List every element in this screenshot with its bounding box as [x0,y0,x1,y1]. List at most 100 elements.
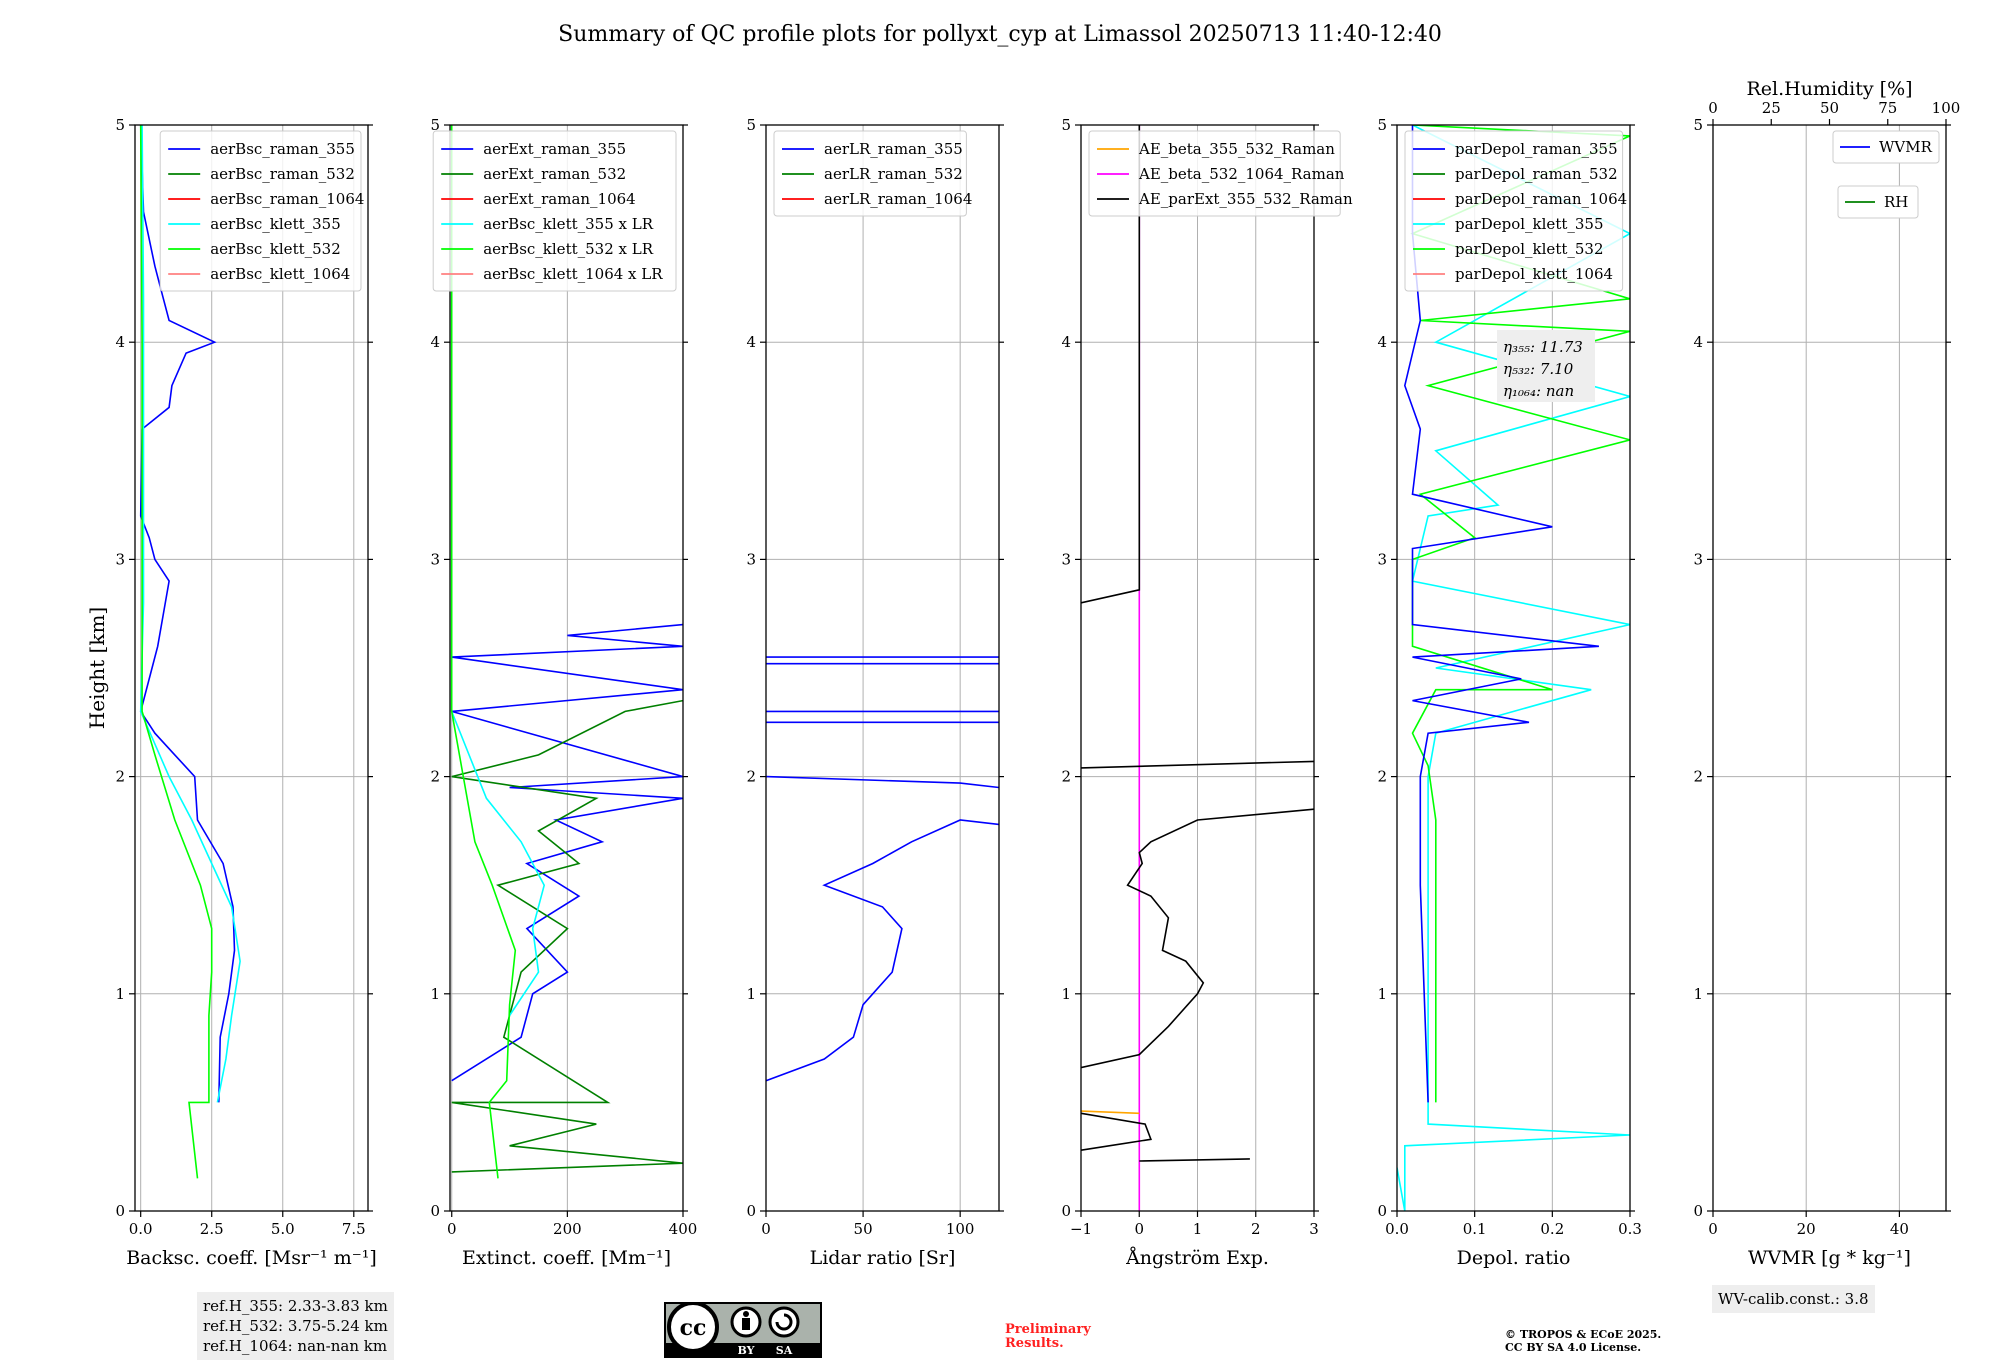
copyright-note: © TROPOS & ECoE 2025. CC BY SA 4.0 Licen… [1505,1328,1661,1354]
y-tick-label: 3 [1061,550,1071,568]
x-axis-label: Ångström Exp. [1125,1247,1269,1269]
legend-entry: parDepol_klett_532 [1455,240,1604,258]
y-tick-label: 5 [1377,116,1387,134]
series-parDepol_klett_532 [1410,125,1630,1103]
preliminary-line-1: Preliminary [1005,1322,1091,1337]
legend-entry: aerBsc_raman_532 [210,165,355,183]
x-axis-label: Backsc. coeff. [Msr⁻¹ m⁻¹] [126,1247,377,1269]
x-tick-label: 1 [1193,1220,1203,1238]
y-tick-label: 5 [115,116,125,134]
top-x-axis-label: Rel.Humidity [%] [1746,78,1912,100]
y-tick-label: 4 [1693,333,1703,351]
series-aerBsc_klett_532 x LR [450,125,517,1179]
copyright-line-2: CC BY SA 4.0 License. [1505,1341,1642,1354]
series-AE_beta_355_532_Raman [1081,1110,1140,1115]
legend-frame [159,130,362,292]
plot-frame [134,124,369,1212]
y-tick-label: 1 [1693,985,1703,1003]
y-tick-label: 1 [746,985,756,1003]
y-tick-label: 2 [1061,768,1071,786]
eta-annotation: η₃₅₅: 11.73 η₅₃₂: 7.10 η₁₀₆₄: nan [1497,330,1595,402]
cc-license-badge: cc BY SA [664,1302,822,1358]
legend-frame [432,130,677,292]
figure-title: Summary of QC profile plots for pollyxt_… [558,22,1442,47]
top-x-tick-label: 50 [1820,99,1839,117]
y-tick-label: 3 [115,550,125,568]
y-tick-label: 1 [115,985,125,1003]
preliminary-line-2: Results. [1005,1336,1064,1351]
plot-frame [765,124,1000,1212]
chart-area: Height [km] 0.0 2.5 5.0 7.5 0 1 2 3 4 5 Backsc. coe… [85,78,1960,1269]
panel-ext: 0 200 400 0 1 2 3 4 5 Extinct. coeff. [Mm⁻¹] aerEx… [430,116,697,1269]
legend-box: aerExt_raman_355 aerExt_raman_532 aerExt_r… [432,130,677,292]
x-tick-label: 50 [854,1220,873,1238]
legend-entry: aerBsc_raman_355 [210,140,355,158]
preliminary-results-note: Preliminary Results. [1005,1323,1091,1351]
series-AE_parExt_355_532_Raman_d [1081,760,1314,769]
legend-entry: AE_beta_355_532_Raman [1138,140,1335,158]
y-tick-label: 1 [430,985,440,1003]
legend-entry: aerBsc_klett_355 x LR [483,215,654,233]
top-x-tick-label: 25 [1762,99,1781,117]
y-axis-label: Height [km] [85,607,109,729]
x-tick-label: 0 [447,1220,457,1238]
y-tick-label: 4 [1377,333,1387,351]
legend-entry: aerLR_raman_532 [824,165,963,183]
plot-frame [1396,124,1631,1212]
legend-box: AE_beta_355_532_Raman AE_beta_532_1064_Ra… [1088,130,1353,217]
x-axis-label: Extinct. coeff. [Mm⁻¹] [462,1247,671,1269]
x-axis-label: WVMR [g * kg⁻¹] [1748,1247,1911,1269]
y-tick-label: 3 [1377,550,1387,568]
cc-by-label: BY [738,1344,755,1357]
legend-box: aerBsc_raman_355 aerBsc_raman_532 aerBsc_r… [159,130,364,292]
legend-entry: parDepol_klett_1064 [1455,265,1613,283]
x-tick-label: 0.0 [1385,1220,1409,1238]
y-tick-label: 4 [1061,333,1071,351]
annotation-line: η₅₃₂: 7.10 [1503,360,1574,378]
x-tick-label: 40 [1890,1220,1909,1238]
y-tick-label: 2 [115,768,125,786]
legend-entry: aerBsc_raman_1064 [210,190,364,208]
series-parDepol_klett_355 [1397,125,1630,1211]
x-tick-label: 20 [1797,1220,1816,1238]
x-tick-label: 200 [553,1220,582,1238]
legend-box: WVMR [1832,130,1940,164]
legend-entry: aerExt_raman_1064 [483,190,636,208]
x-tick-label: 2.5 [200,1220,224,1238]
legend-entry: aerBsc_klett_1064 x LR [483,265,663,283]
annotation-line: η₃₅₅: 11.73 [1503,338,1583,356]
x-tick-label: −1 [1070,1220,1092,1238]
y-tick-label: 1 [1061,985,1071,1003]
series-aerBsc_klett_355 [139,125,241,1103]
copyright-line-1: © TROPOS & ECoE 2025. [1505,1328,1662,1341]
legend-entry: parDepol_klett_355 [1455,215,1604,233]
panel-bsc: 0.0 2.5 5.0 7.5 0 1 2 3 4 5 Backsc. coeff. [Msr⁻¹ … [115,116,376,1269]
wv-calibration-box: WV-calib.const.: 3.8 [1712,1285,1875,1313]
legend-entry: aerBsc_klett_355 [210,215,341,233]
series-aerExt_raman_532 [451,699,683,1173]
series-AE_parExt_355_532_Raman_e [1081,125,1141,604]
ref-height-355: ref.H_355: 2.33-3.83 km [203,1297,388,1315]
series-AE_parExt_355_532_Raman_b [1139,1158,1250,1162]
y-tick-label: 0 [1693,1202,1703,1220]
y-tick-label: 4 [430,333,440,351]
y-tick-label: 5 [1061,116,1071,134]
y-tick-label: 0 [430,1202,440,1220]
y-tick-label: 5 [1693,116,1703,134]
y-tick-label: 1 [1377,985,1387,1003]
x-tick-label: 0.3 [1618,1220,1642,1238]
reference-height-box: ref.H_355: 2.33-3.83 km ref.H_532: 3.75-… [197,1292,394,1360]
y-tick-label: 3 [746,550,756,568]
legend-entry: AE_beta_532_1064_Raman [1138,165,1345,183]
legend-entry: RH [1884,193,1908,211]
cc-logo-icon [667,1302,719,1353]
x-tick-label: 0 [1708,1220,1718,1238]
legend-frame [1837,185,1919,219]
panel-depol: 0.0 0.1 0.2 0.3 0 1 2 3 4 5 Depol. ratio parDepol_r… [1377,116,1641,1269]
y-tick-label: 2 [746,768,756,786]
y-tick-label: 5 [746,116,756,134]
legend-box: parDepol_raman_355 parDepol_raman_532 parD… [1404,130,1627,292]
top-x-tick-label: 75 [1878,99,1897,117]
series-aerLR_raman_355_b [766,775,999,789]
